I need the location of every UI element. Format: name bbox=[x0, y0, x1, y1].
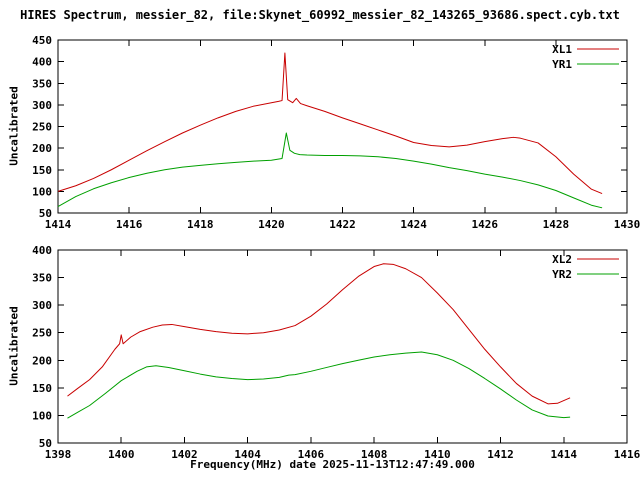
x-tick-label: 1430 bbox=[614, 218, 640, 231]
legend-label-XL1: XL1 bbox=[552, 43, 572, 56]
x-tick-label: 1410 bbox=[424, 448, 451, 461]
x-tick-label: 1402 bbox=[171, 448, 198, 461]
x-tick-label: 1414 bbox=[45, 218, 72, 231]
y-tick-label: 100 bbox=[32, 185, 52, 198]
x-tick-label: 1428 bbox=[543, 218, 570, 231]
y-tick-label: 350 bbox=[32, 77, 52, 90]
y-tick-label: 150 bbox=[32, 382, 52, 395]
x-tick-label: 1420 bbox=[258, 218, 285, 231]
x-tick-label: 1416 bbox=[116, 218, 143, 231]
x-tick-label: 1424 bbox=[400, 218, 427, 231]
y-tick-label: 100 bbox=[32, 409, 52, 422]
series-line-YR1 bbox=[57, 132, 603, 209]
y-tick-label: 450 bbox=[32, 34, 52, 47]
y-tick-label: 50 bbox=[39, 207, 52, 220]
series-line-XL1 bbox=[57, 52, 603, 195]
x-tick-label: 1398 bbox=[45, 448, 72, 461]
y-tick-label: 300 bbox=[32, 299, 52, 312]
x-tick-label: 1416 bbox=[614, 448, 640, 461]
x-tick-label: 1412 bbox=[487, 448, 514, 461]
y-tick-label: 200 bbox=[32, 354, 52, 367]
y-tick-label: 150 bbox=[32, 164, 52, 177]
chart-title: HIRES Spectrum, messier_82, file:Skynet_… bbox=[20, 8, 620, 22]
x-axis-label: Frequency(MHz) date 2025-11-13T12:47:49.… bbox=[190, 458, 475, 471]
y-tick-label: 250 bbox=[32, 121, 52, 134]
series-line-XL2 bbox=[67, 263, 571, 405]
x-tick-label: 1414 bbox=[551, 448, 578, 461]
x-tick-label: 1418 bbox=[187, 218, 214, 231]
legend-label-XL2: XL2 bbox=[552, 253, 572, 266]
legend-label-YR2: YR2 bbox=[552, 268, 572, 281]
plot-border bbox=[57, 39, 628, 214]
y-tick-label: 250 bbox=[32, 327, 52, 340]
x-tick-label: 1404 bbox=[234, 448, 261, 461]
y-tick-label: 350 bbox=[32, 272, 52, 285]
y-tick-label: 200 bbox=[32, 142, 52, 155]
x-tick-label: 1400 bbox=[108, 448, 135, 461]
x-tick-label: 1406 bbox=[298, 448, 325, 461]
y-tick-label: 300 bbox=[32, 99, 52, 112]
y-tick-label: 50 bbox=[39, 437, 52, 450]
y-tick-label: 400 bbox=[32, 56, 52, 69]
series-line-YR2 bbox=[67, 351, 571, 419]
y-tick-label: 400 bbox=[32, 244, 52, 257]
plot-border bbox=[57, 249, 628, 444]
x-tick-label: 1422 bbox=[329, 218, 356, 231]
x-tick-label: 1426 bbox=[472, 218, 499, 231]
legend-label-YR1: YR1 bbox=[552, 58, 572, 71]
x-tick-label: 1408 bbox=[361, 448, 388, 461]
